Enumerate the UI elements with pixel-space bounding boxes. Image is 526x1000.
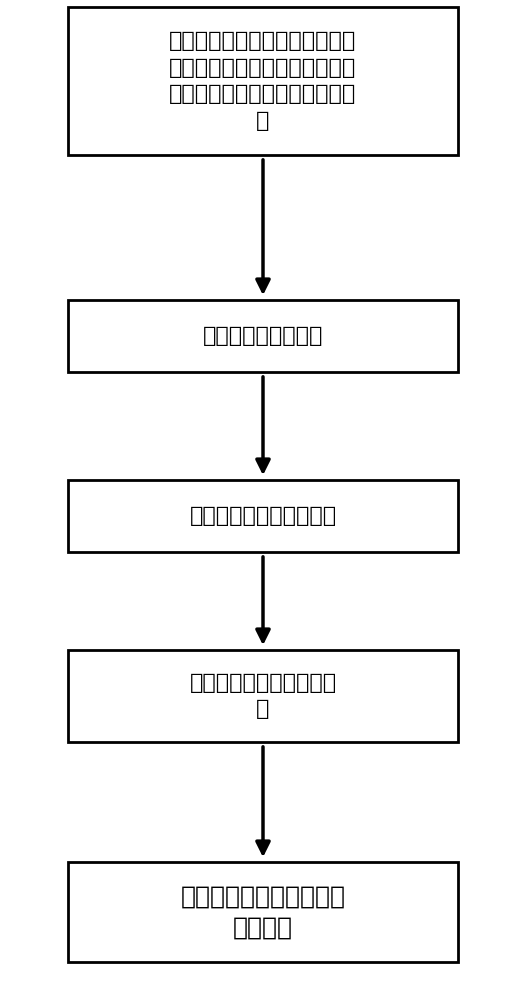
FancyBboxPatch shape bbox=[68, 480, 458, 552]
FancyBboxPatch shape bbox=[68, 650, 458, 742]
Text: 将调节好比率的材料属性
导入模型: 将调节好比率的材料属性 导入模型 bbox=[180, 884, 346, 940]
FancyBboxPatch shape bbox=[68, 300, 458, 372]
Text: 对材料进行自动训练操作: 对材料进行自动训练操作 bbox=[189, 506, 337, 526]
Text: 将材料属性导入模型: 将材料属性导入模型 bbox=[203, 326, 323, 346]
FancyBboxPatch shape bbox=[68, 7, 458, 155]
Text: 将材料属性存在记事本文档中，
包括杨氏模量、泊松比，抗拉强
度，抗压强度，内摩擦系数，密
度: 将材料属性存在记事本文档中， 包括杨氏模量、泊松比，抗拉强 度，抗压强度，内摩擦… bbox=[169, 31, 357, 131]
FancyBboxPatch shape bbox=[68, 862, 458, 962]
Text: 调节实测值和训练值的比
率: 调节实测值和训练值的比 率 bbox=[189, 673, 337, 719]
